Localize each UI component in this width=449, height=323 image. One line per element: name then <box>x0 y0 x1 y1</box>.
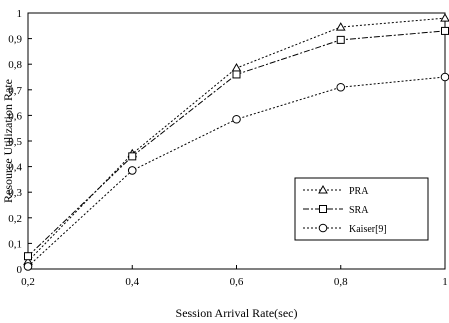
y-axis: 0 0,1 0,2 0,3 0,4 0,5 0,6 0,7 0,8 0,9 1 <box>8 8 32 276</box>
series-kaiser-9 <box>23 72 449 271</box>
legend: PRA SRA Kaiser[9] <box>294 177 429 241</box>
x-tick-label: 0,6 <box>230 276 244 288</box>
x-tick-label: 1 <box>442 276 448 288</box>
data-point-sra <box>232 70 241 79</box>
x-axis: 0,2 0,4 0,6 0,8 1 <box>21 265 448 288</box>
data-point-sra <box>128 152 137 161</box>
series-sra <box>24 26 449 261</box>
legend-marker-sra <box>319 205 327 213</box>
x-tick-label: 0,8 <box>334 276 348 288</box>
y-tick-label: 0 <box>17 264 23 276</box>
data-point-sra <box>441 26 449 35</box>
legend-marker-pra <box>318 184 328 194</box>
y-tick-label: 1 <box>17 8 23 20</box>
y-tick-label: 0,6 <box>8 110 22 122</box>
series-layer <box>23 13 449 271</box>
y-tick-label: 0,2 <box>8 213 22 225</box>
x-tick-label: 0,4 <box>125 276 139 288</box>
data-point-sra <box>24 252 32 261</box>
y-tick-label: 0,5 <box>8 136 22 148</box>
x-axis-title: Session Arrival Rate(sec) <box>176 306 298 320</box>
y-tick-label: 0,3 <box>8 187 22 199</box>
data-point-pra <box>335 22 346 31</box>
y-axis-title: Resource Utilization Rate <box>1 79 15 203</box>
x-tick-label: 0,2 <box>21 276 35 288</box>
y-tick-label: 0,8 <box>8 59 22 71</box>
data-point-sra <box>336 35 345 44</box>
y-tick-label: 0,7 <box>8 85 22 97</box>
legend-marker-kaiser-9 <box>318 223 328 233</box>
data-point-kaiser-9 <box>336 82 346 92</box>
y-tick-label: 0,4 <box>8 162 22 174</box>
data-point-pra <box>231 63 242 72</box>
legend-label-sra: SRA <box>349 205 369 216</box>
legend-label-pra: PRA <box>349 186 369 197</box>
y-tick-label: 0,9 <box>8 34 22 46</box>
data-point-pra <box>440 13 449 22</box>
data-point-kaiser-9 <box>127 166 137 175</box>
data-point-kaiser-9 <box>440 72 449 82</box>
legend-label-kaiser-9: Kaiser[9] <box>349 224 387 235</box>
data-point-kaiser-9 <box>23 262 33 271</box>
data-point-kaiser-9 <box>232 114 241 124</box>
y-tick-label: 0,1 <box>8 238 22 250</box>
